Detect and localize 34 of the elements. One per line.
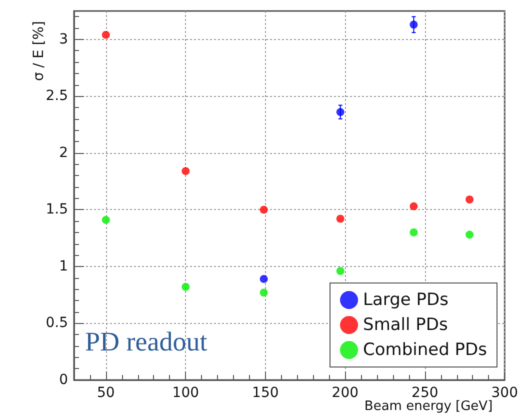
y-axis-title: σ / E [%] <box>31 21 47 82</box>
point <box>182 167 190 176</box>
point <box>336 267 344 275</box>
point <box>410 202 418 210</box>
y-tick-label: 0 <box>59 372 68 388</box>
point <box>466 230 474 239</box>
x-tick-label: 200 <box>332 385 359 401</box>
y-tick-label: 3 <box>59 31 68 48</box>
point <box>260 288 268 297</box>
point <box>102 216 110 224</box>
point <box>336 108 344 116</box>
x-tick-label: 300 <box>491 385 518 401</box>
x-tick-label: 250 <box>412 385 438 401</box>
point <box>102 30 110 39</box>
legend-label: Combined PDs <box>363 340 488 360</box>
annotation: PD readout <box>85 326 208 356</box>
legend-label: Large PDs <box>363 290 449 310</box>
point <box>182 282 190 291</box>
point <box>410 20 418 29</box>
point <box>336 214 344 223</box>
x-axis-title: Beam energy [GeV] <box>364 399 493 414</box>
x-tick-label: 150 <box>252 385 279 401</box>
legend-label: Small PDs <box>363 315 448 335</box>
y-tick-label: 1 <box>59 258 68 274</box>
y-tick-label: 2.5 <box>46 88 68 104</box>
y-tick-label: 2 <box>59 144 68 161</box>
point <box>466 195 474 204</box>
point <box>260 206 268 214</box>
x-tick-label: 100 <box>172 385 200 401</box>
y-tick-label: 1.5 <box>46 202 68 218</box>
point <box>260 274 268 283</box>
point <box>410 228 418 236</box>
y-tick-label: 0.5 <box>46 315 68 332</box>
x-tick-label: 50 <box>96 385 115 401</box>
